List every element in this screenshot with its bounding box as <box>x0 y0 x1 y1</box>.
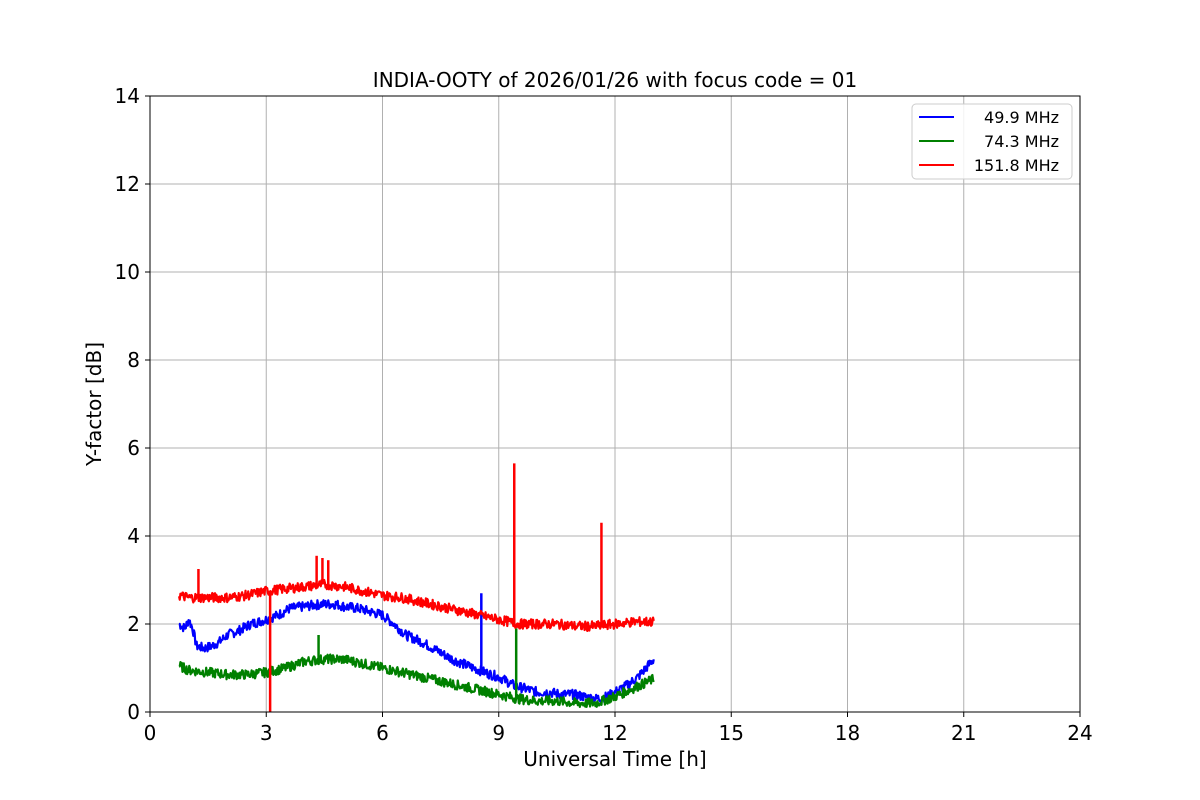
x-tick-label: 15 <box>719 721 744 745</box>
y-axis-label: Y-factor [dB] <box>82 342 106 467</box>
x-tick-label: 21 <box>951 721 976 745</box>
y-tick-label: 10 <box>115 260 140 284</box>
y-tick-label: 14 <box>115 84 140 108</box>
legend-label-151-8-mhz: 151.8 MHz <box>974 156 1059 175</box>
chart-title: INDIA-OOTY of 2026/01/26 with focus code… <box>373 68 857 92</box>
y-tick-label: 2 <box>127 612 140 636</box>
y-tick-label: 12 <box>115 172 140 196</box>
x-tick-label: 0 <box>144 721 157 745</box>
y-tick-label: 0 <box>127 700 140 724</box>
x-tick-label: 3 <box>260 721 273 745</box>
legend-label-74-3-mhz: 74.3 MHz <box>984 132 1059 151</box>
x-tick-label: 9 <box>492 721 505 745</box>
y-tick-label: 8 <box>127 348 140 372</box>
series-line-74-3-mhz <box>178 653 655 709</box>
y-tick-label: 6 <box>127 436 140 460</box>
y-tick-label: 4 <box>127 524 140 548</box>
x-tick-label: 24 <box>1067 721 1092 745</box>
series-line-151-8-mhz <box>177 578 655 633</box>
x-tick-label: 6 <box>376 721 389 745</box>
x-axis-label: Universal Time [h] <box>523 747 706 771</box>
series-line-49-9-mhz <box>178 599 655 705</box>
x-tick-label: 18 <box>835 721 860 745</box>
series-layer <box>177 463 655 712</box>
legend: 49.9 MHz 74.3 MHz 151.8 MHz <box>911 103 1073 180</box>
legend-label-49-9-mhz: 49.9 MHz <box>984 108 1059 127</box>
x-tick-label: 12 <box>602 721 627 745</box>
legend-box <box>911 103 1073 180</box>
legend-items: 49.9 MHz 74.3 MHz 151.8 MHz <box>919 108 1059 175</box>
